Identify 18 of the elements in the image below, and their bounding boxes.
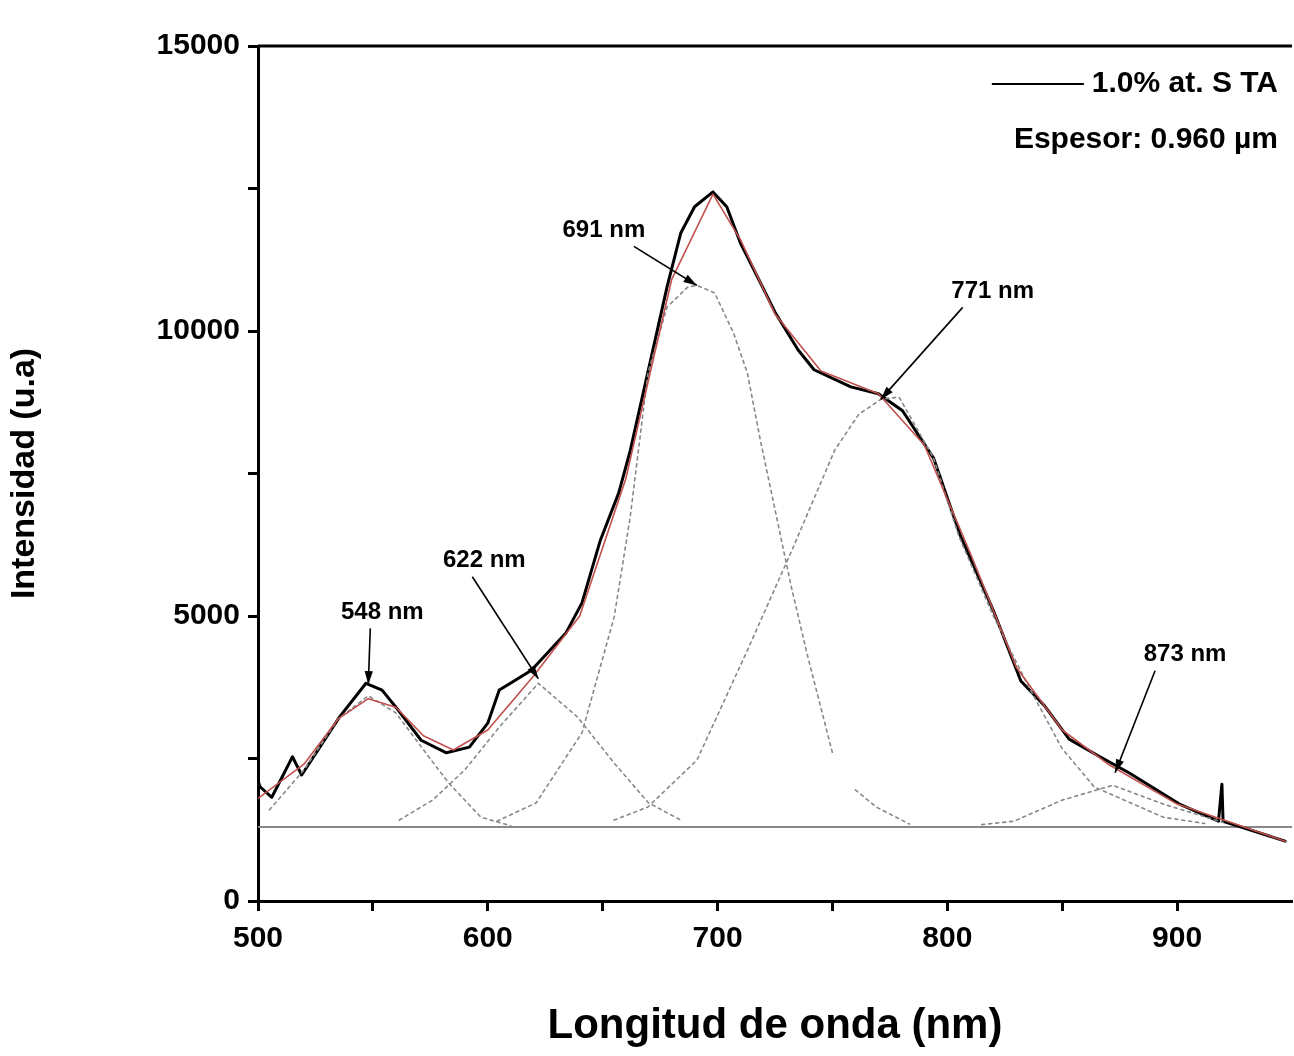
x-tick-label: 700 <box>692 920 743 954</box>
x-tick-label: 600 <box>462 920 513 954</box>
annotation: 691 nm <box>562 215 646 243</box>
y-tick-label: 5000 <box>173 597 240 631</box>
x-tick-label: 900 <box>1152 920 1203 954</box>
y-tick-label: 10000 <box>156 312 240 346</box>
x-tick-label: 500 <box>232 920 284 954</box>
x-tick-label: 800 <box>922 920 973 954</box>
annotation: Espesor: 0.960 µm <box>1013 121 1278 155</box>
annotation: 622 nm <box>442 545 526 573</box>
x-axis-title: Longitud de onda (nm) <box>547 1000 1003 1048</box>
annotation: 548 nm <box>340 597 424 625</box>
legend-label: 1.0% at. S TA <box>1091 65 1278 99</box>
y-tick-label: 15000 <box>156 27 240 61</box>
y-axis-title: Intensidad (u.a) <box>2 347 41 600</box>
y-tick-label: 0 <box>223 882 240 916</box>
annotation: 771 nm <box>951 276 1035 304</box>
annotation: 873 nm <box>1143 639 1227 667</box>
